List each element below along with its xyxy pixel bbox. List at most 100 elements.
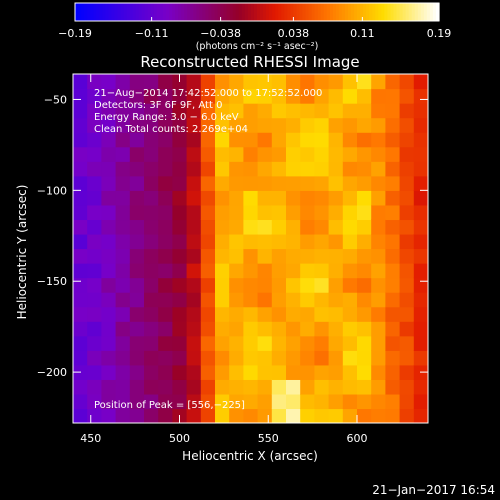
heatmap-cell	[286, 321, 301, 337]
colorbar-cell	[260, 3, 264, 21]
heatmap-cell	[257, 175, 273, 191]
y-tick-label: −100	[37, 184, 67, 197]
heatmap-cell	[271, 175, 287, 191]
heatmap-cell	[158, 248, 173, 264]
heatmap-cell	[186, 350, 202, 366]
colorbar-cell	[153, 3, 158, 21]
heatmap-cell	[215, 161, 230, 177]
heatmap-cell	[200, 88, 216, 104]
heatmap-cell	[215, 190, 230, 206]
heatmap-cell	[286, 175, 301, 191]
heatmap-cell	[300, 379, 315, 395]
heatmap-cell	[342, 117, 358, 133]
heatmap-cell	[286, 219, 301, 235]
colorbar-cell	[320, 3, 325, 21]
heatmap-cell	[357, 408, 372, 423]
colorbar-cell	[250, 3, 255, 21]
colorbar-cell	[381, 3, 385, 21]
colorbar-cell	[238, 3, 243, 21]
colorbar-tick-label: −0.19	[58, 27, 92, 40]
heatmap-cell	[87, 103, 102, 119]
heatmap-cell	[186, 321, 202, 337]
heatmap-cell	[385, 335, 401, 351]
heatmap-cell	[371, 190, 386, 206]
heatmap-cell	[87, 393, 102, 410]
heatmap-cell	[314, 117, 330, 133]
heatmap-cell	[413, 190, 428, 206]
heatmap-cell	[172, 277, 188, 293]
heatmap-cell	[186, 204, 202, 221]
heatmap-cell	[158, 161, 173, 177]
heatmap-cell	[172, 146, 188, 162]
colorbar-cell	[326, 3, 331, 21]
heatmap-cell	[144, 379, 159, 395]
heatmap-cell	[257, 219, 273, 235]
heatmap-cell	[87, 277, 102, 293]
heatmap-cell	[413, 335, 428, 351]
heatmap-cell	[186, 277, 202, 293]
heatmap-cell	[129, 175, 145, 191]
heatmap-cell	[87, 190, 102, 206]
heatmap-cell	[129, 321, 145, 337]
heatmap-cell	[115, 292, 131, 308]
heatmap-cell	[144, 175, 159, 191]
heatmap-cell	[129, 190, 145, 206]
heatmap-cell	[186, 190, 202, 206]
heatmap-cell	[87, 204, 102, 221]
heatmap-cell	[215, 379, 230, 395]
heatmap-cell	[200, 248, 216, 264]
colorbar-cell	[196, 3, 200, 21]
heatmap-cell	[399, 219, 415, 235]
heatmap-cell	[186, 335, 202, 351]
heatmap-cell	[371, 219, 386, 235]
heatmap-cell	[229, 335, 244, 351]
heatmap-cell	[229, 74, 244, 90]
heatmap-cell	[271, 277, 287, 293]
colorbar-cell	[223, 3, 228, 21]
heatmap-cell	[172, 88, 188, 104]
heatmap-cell	[73, 103, 88, 119]
heatmap-cell	[328, 132, 344, 148]
colorbar-cell	[372, 3, 376, 21]
heatmap-cell	[300, 103, 315, 119]
heatmap-cell	[314, 146, 330, 162]
heatmap-cell	[399, 408, 415, 423]
colorbar-cell	[147, 3, 152, 21]
heatmap-cell	[328, 277, 344, 293]
heatmap-cell	[172, 233, 188, 250]
heatmap-cell	[186, 263, 202, 279]
heatmap-cell	[257, 263, 273, 279]
heatmap-cell	[158, 219, 173, 235]
heatmap-cell	[144, 350, 159, 366]
heatmap-cell	[101, 292, 117, 308]
heatmap-cell	[243, 379, 259, 395]
heatmap-cell	[158, 306, 173, 322]
heatmap-cell	[385, 263, 401, 279]
heatmap-cell	[342, 306, 358, 322]
heatmap-cell	[271, 263, 287, 279]
heatmap-cell	[314, 364, 330, 380]
colorbar-cell	[144, 3, 149, 21]
colorbar-cell	[360, 3, 364, 21]
heatmap-cell	[215, 132, 230, 148]
heatmap-cell	[300, 292, 315, 308]
heatmap-cell	[144, 364, 159, 380]
heatmap-cell	[243, 321, 259, 337]
colorbar-cell	[341, 3, 346, 21]
heatmap-cell	[371, 321, 386, 337]
heatmap-cell	[257, 190, 273, 206]
heatmap-cell	[286, 292, 301, 308]
heatmap-cell	[73, 161, 88, 177]
heatmap-cell	[129, 132, 145, 148]
colorbar-cell	[354, 3, 358, 21]
heatmap-cell	[314, 263, 330, 279]
heatmap-cell	[87, 306, 102, 322]
heatmap-cell	[115, 306, 131, 322]
heatmap-cell	[328, 248, 344, 264]
heatmap-cell	[357, 350, 372, 366]
heatmap-cell	[144, 132, 159, 148]
heatmap-cell	[215, 74, 230, 90]
footer-date: 21−Jan−2017 16:54	[372, 483, 495, 497]
heatmap-cell	[243, 277, 259, 293]
heatmap-cell	[129, 379, 145, 395]
